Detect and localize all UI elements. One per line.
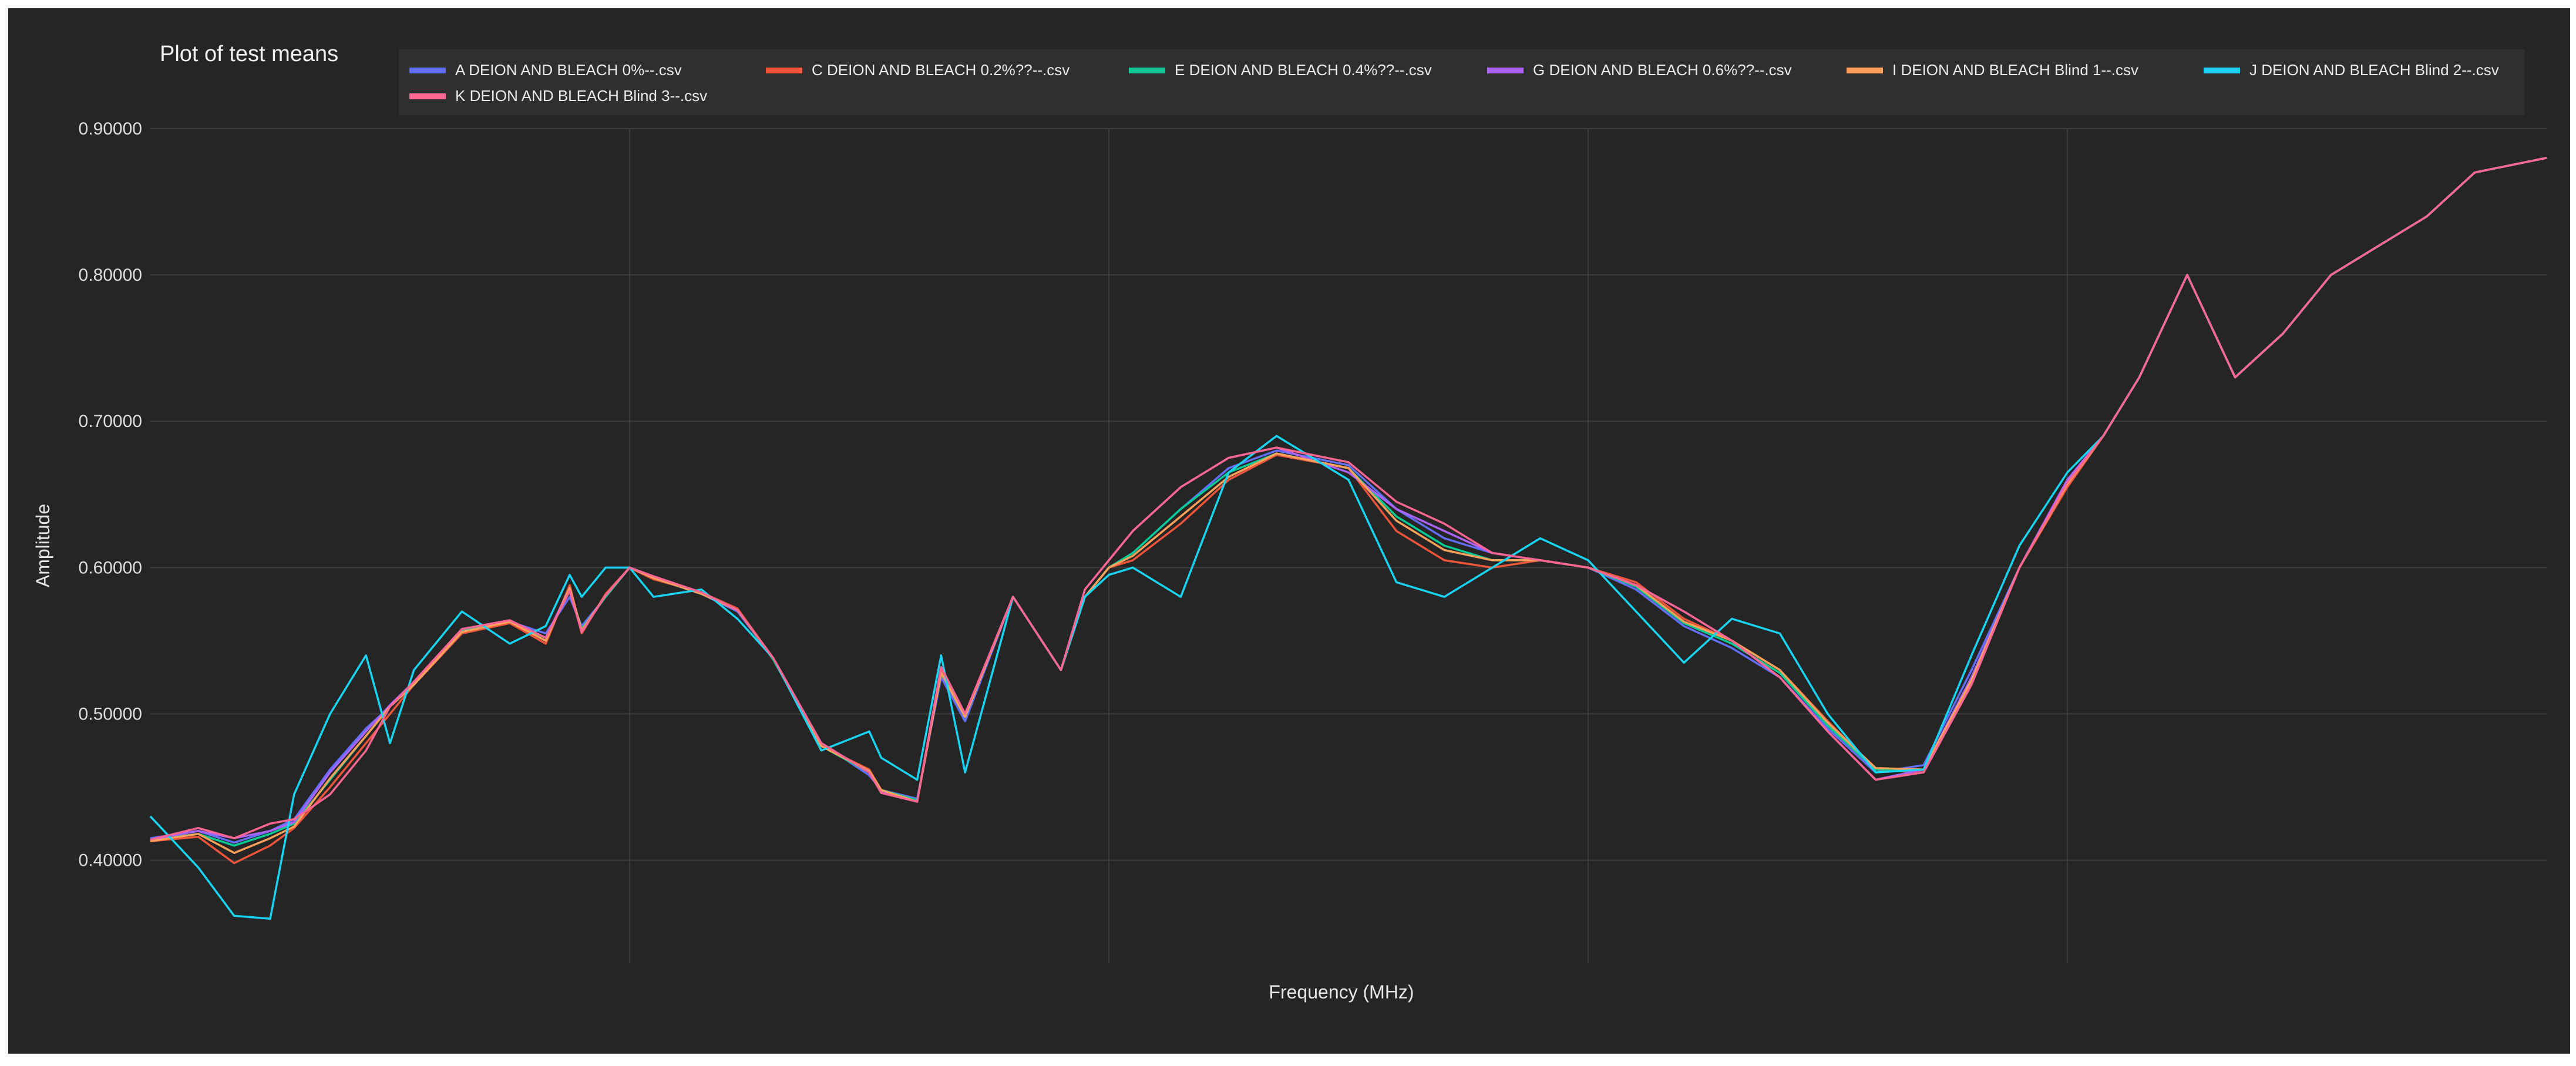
series-line-5: [149, 157, 2547, 920]
series-lines: [149, 157, 2547, 920]
legend-label: J DEION AND BLEACH Blind 2--.csv: [2249, 61, 2499, 79]
legend-label: I DEION AND BLEACH Blind 1--.csv: [1892, 61, 2138, 79]
series-line-2: [150, 157, 2547, 847]
y-tick-label: 0.90000: [79, 119, 142, 139]
y-tick-label: 0.70000: [79, 412, 142, 431]
legend-label: C DEION AND BLEACH 0.2%??--.csv: [812, 61, 1070, 79]
y-tick-label: 0.40000: [79, 851, 142, 870]
line-chart: 0.40000 0.50000 0.60000 0.70000 0.80000 0.900…: [32, 42, 2547, 1003]
x-axis-label: Frequency (MHz): [1269, 981, 1414, 1003]
y-axis-ticks: 0.40000 0.50000 0.60000 0.70000 0.80000 0.900…: [79, 119, 142, 870]
legend[interactable]: A DEION AND BLEACH 0%--.csv C DEION AND B…: [399, 49, 2525, 115]
legend-item-3[interactable]: G DEION AND BLEACH 0.6%??--.csv: [1487, 61, 1792, 79]
legend-label: G DEION AND BLEACH 0.6%??--.csv: [1533, 61, 1792, 79]
y-tick-label: 0.60000: [79, 558, 142, 577]
y-tick-label: 0.80000: [79, 265, 142, 285]
series-line-1: [150, 157, 2547, 865]
chart-panel: 0.40000 0.50000 0.60000 0.70000 0.80000 0.900…: [8, 8, 2570, 1054]
y-tick-label: 0.50000: [79, 704, 142, 724]
legend-background: [399, 49, 2525, 115]
legend-label: E DEION AND BLEACH 0.4%??--.csv: [1175, 61, 1432, 79]
series-line-4: [150, 157, 2547, 854]
series-line-6: [150, 157, 2547, 841]
legend-item-2[interactable]: E DEION AND BLEACH 0.4%??--.csv: [1129, 61, 1432, 79]
y-axis-label: Amplitude: [32, 504, 53, 587]
legend-item-1[interactable]: C DEION AND BLEACH 0.2%??--.csv: [766, 61, 1070, 79]
legend-item-6[interactable]: K DEION AND BLEACH Blind 3--.csv: [409, 87, 707, 105]
chart-title: Plot of test means: [160, 42, 338, 66]
series-line-0: [150, 157, 2547, 844]
series-line-3: [150, 157, 2547, 841]
legend-label: K DEION AND BLEACH Blind 3--.csv: [455, 87, 707, 105]
legend-item-5[interactable]: J DEION AND BLEACH Blind 2--.csv: [2204, 61, 2499, 79]
legend-label: A DEION AND BLEACH 0%--.csv: [455, 61, 682, 79]
grid: [150, 128, 2547, 963]
legend-item-4[interactable]: I DEION AND BLEACH Blind 1--.csv: [1847, 61, 2138, 79]
legend-item-0[interactable]: A DEION AND BLEACH 0%--.csv: [409, 61, 682, 79]
